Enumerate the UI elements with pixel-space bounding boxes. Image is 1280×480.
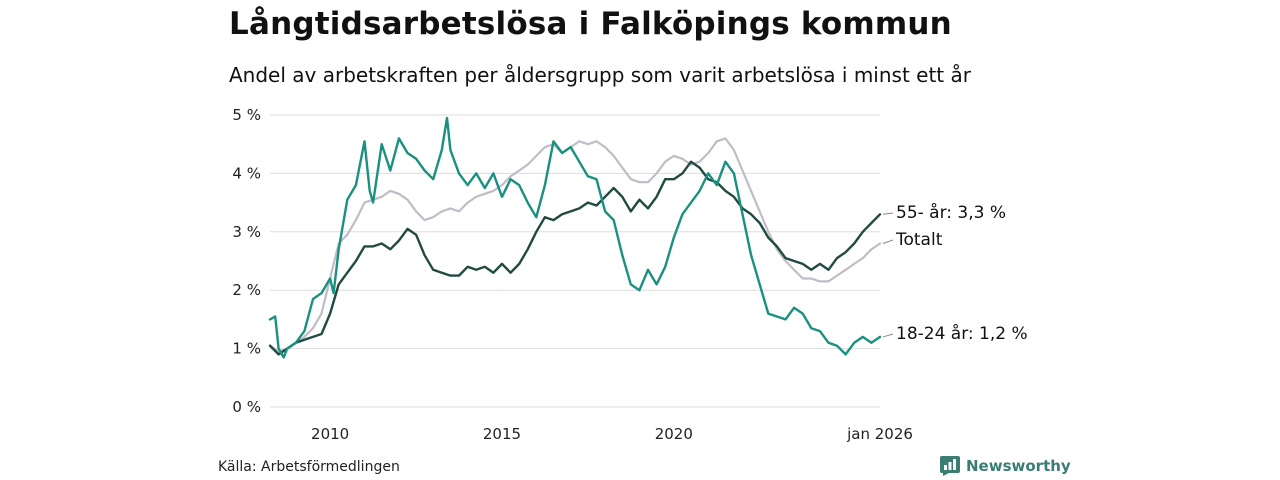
- y-tick-label: 4 %: [232, 164, 261, 182]
- x-tick-label: jan 2026: [846, 425, 913, 443]
- x-tick-label: 2015: [483, 425, 521, 443]
- y-tick-label: 3 %: [232, 223, 261, 241]
- label-connector: [882, 333, 894, 338]
- y-tick-label: 1 %: [232, 340, 261, 358]
- grid-lines: [270, 114, 880, 408]
- series-end-label: 18-24 år: 1,2 %: [896, 323, 1028, 344]
- series-end-label: 55- år: 3,3 %: [896, 202, 1006, 223]
- x-tick-label: 2020: [655, 425, 693, 443]
- label-connector: [882, 239, 894, 244]
- y-axis-labels: 0 % 1 % 2 % 3 % 4 % 5 %: [232, 106, 261, 416]
- brand-name: Newsworthy: [966, 457, 1071, 475]
- series-line-youth: [268, 116, 882, 359]
- label-connector: [882, 212, 894, 215]
- source-note: Källa: Arbetsförmedlingen: [218, 459, 400, 475]
- chart-subtitle: Andel av arbetskraften per åldersgrupp s…: [229, 63, 971, 87]
- chart-title: Långtidsarbetslösa i Falköpings kommun: [229, 6, 952, 42]
- series-end-labels: Totalt 55- år: 3,3 % 18-24 år: 1,2 %: [882, 202, 1028, 344]
- y-tick-label: 2 %: [232, 281, 261, 299]
- series-line-older: [268, 160, 882, 356]
- y-tick-label: 0 %: [232, 398, 261, 416]
- series-end-label: Totalt: [895, 230, 943, 250]
- newsworthy-logo[interactable]: Newsworthy: [940, 456, 1071, 476]
- series-line-total: [268, 137, 882, 353]
- x-axis-labels: 2010 2015 2020 jan 2026: [311, 425, 913, 443]
- y-tick-label: 5 %: [232, 106, 261, 124]
- x-tick-label: 2010: [311, 425, 349, 443]
- series-lines: [268, 116, 882, 359]
- bar-chart-logo-icon: [940, 456, 960, 476]
